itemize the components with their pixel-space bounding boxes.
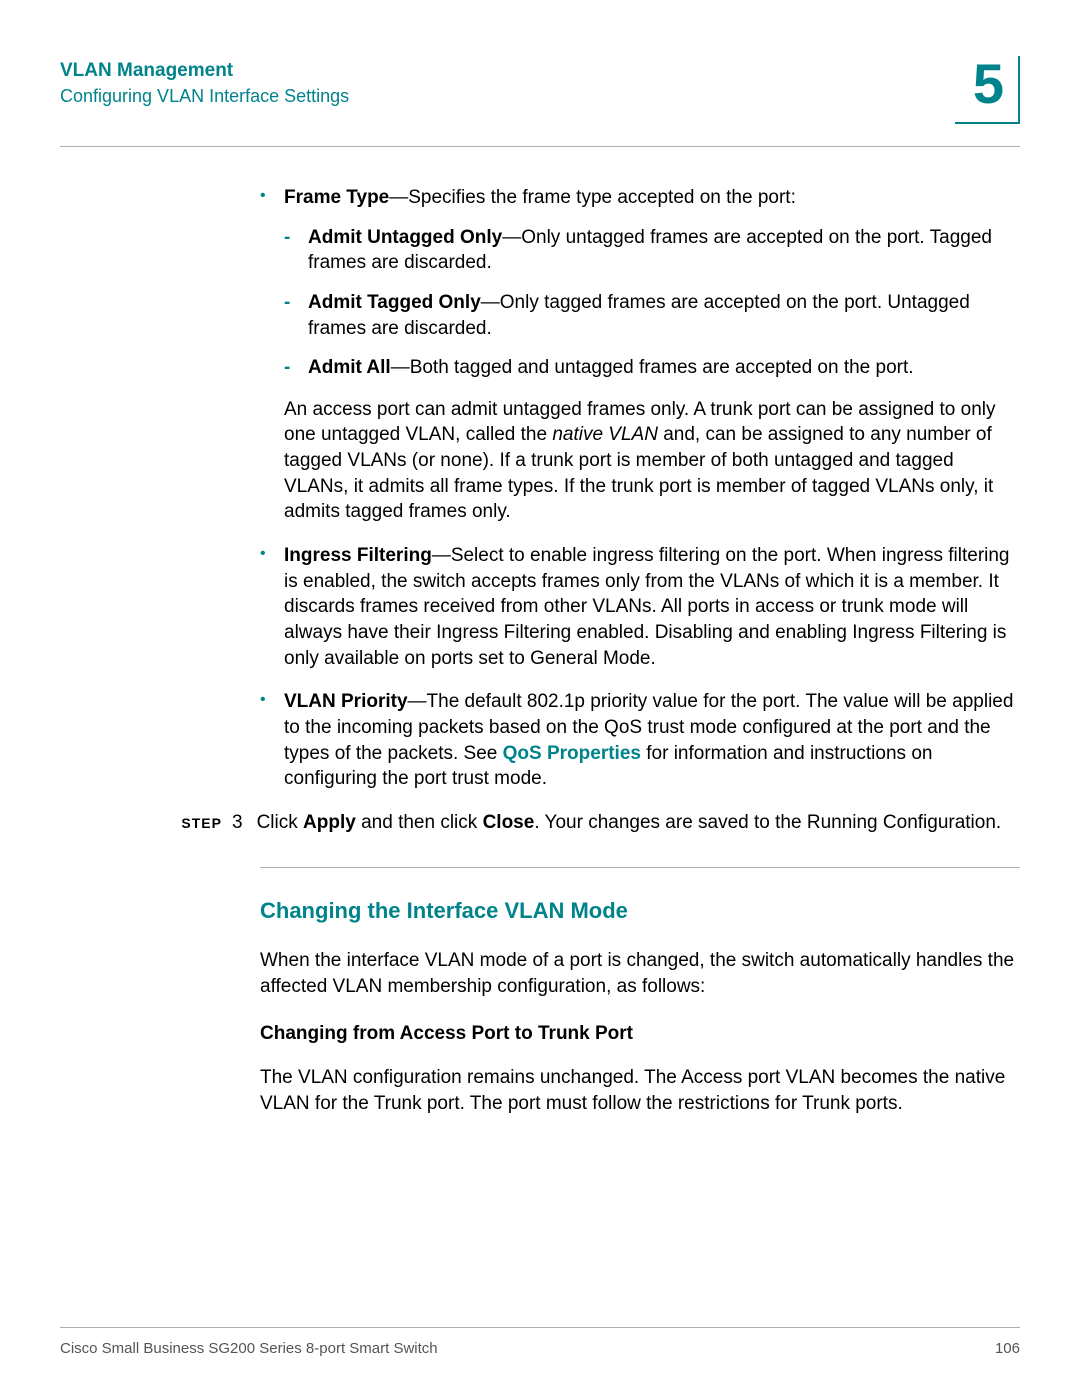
step-apply: Apply [303,812,356,833]
step-text: Click Apply and then click Close. Your c… [257,810,1020,836]
chapter-number: 5 [973,56,1004,112]
step-number: 3 [232,810,257,836]
step-row: STEP 3 Click Apply and then click Close.… [162,810,1020,836]
step-label: STEP [162,810,222,836]
step-close: Close [483,812,535,833]
frame-type-options: Admit Untagged Only—Only untagged frames… [284,225,1020,381]
step-text-b: and then click [356,812,483,833]
chapter-box: 5 [955,56,1020,124]
header-subtitle: Configuring VLAN Interface Settings [60,86,349,107]
frame-type-label: Frame Type [284,187,389,208]
frame-type-text: Frame Type—Specifies the frame type acce… [284,187,796,208]
admit-all-desc: —Both tagged and untagged frames are acc… [391,357,914,378]
admit-untagged-label: Admit Untagged Only [308,227,502,248]
footer-page-number: 106 [995,1340,1020,1357]
ingress-label: Ingress Filtering [284,545,432,566]
header-text-block: VLAN Management Configuring VLAN Interfa… [60,56,349,107]
admit-tagged-label: Admit Tagged Only [308,292,481,313]
frame-type-note: An access port can admit untagged frames… [284,397,1020,525]
page-footer: Cisco Small Business SG200 Series 8-port… [60,1327,1020,1357]
step-text-c: . Your changes are saved to the Running … [534,812,1001,833]
footer-divider [60,1327,1020,1328]
sub-heading: Changing from Access Port to Trunk Port [260,1021,1020,1047]
footer-left: Cisco Small Business SG200 Series 8-port… [60,1340,438,1357]
admit-all-item: Admit All—Both tagged and untagged frame… [284,355,1020,381]
header-title: VLAN Management [60,60,349,82]
main-bullet-list: Frame Type—Specifies the frame type acce… [260,185,1020,792]
frame-type-item: Frame Type—Specifies the frame type acce… [260,185,1020,525]
admit-all-label: Admit All [308,357,391,378]
step-text-a: Click [257,812,303,833]
section-heading: Changing the Interface VLAN Mode [260,896,1020,926]
frame-type-desc: —Specifies the frame type accepted on th… [389,187,796,208]
vlan-priority-label: VLAN Priority [284,691,408,712]
footer-row: Cisco Small Business SG200 Series 8-port… [60,1340,1020,1357]
section-body: The VLAN configuration remains unchanged… [260,1065,1020,1116]
vlan-priority-item: VLAN Priority—The default 802.1p priorit… [260,689,1020,792]
note-italic: native VLAN [552,424,658,445]
section-intro: When the interface VLAN mode of a port i… [260,948,1020,999]
qos-properties-link[interactable]: QoS Properties [503,743,641,764]
ingress-filtering-item: Ingress Filtering—Select to enable ingre… [260,543,1020,671]
admit-tagged-item: Admit Tagged Only—Only tagged frames are… [284,290,1020,341]
page-content: Frame Type—Specifies the frame type acce… [60,147,1020,1116]
section-divider [260,867,1020,868]
admit-untagged-item: Admit Untagged Only—Only untagged frames… [284,225,1020,276]
page-header: VLAN Management Configuring VLAN Interfa… [60,56,1020,124]
